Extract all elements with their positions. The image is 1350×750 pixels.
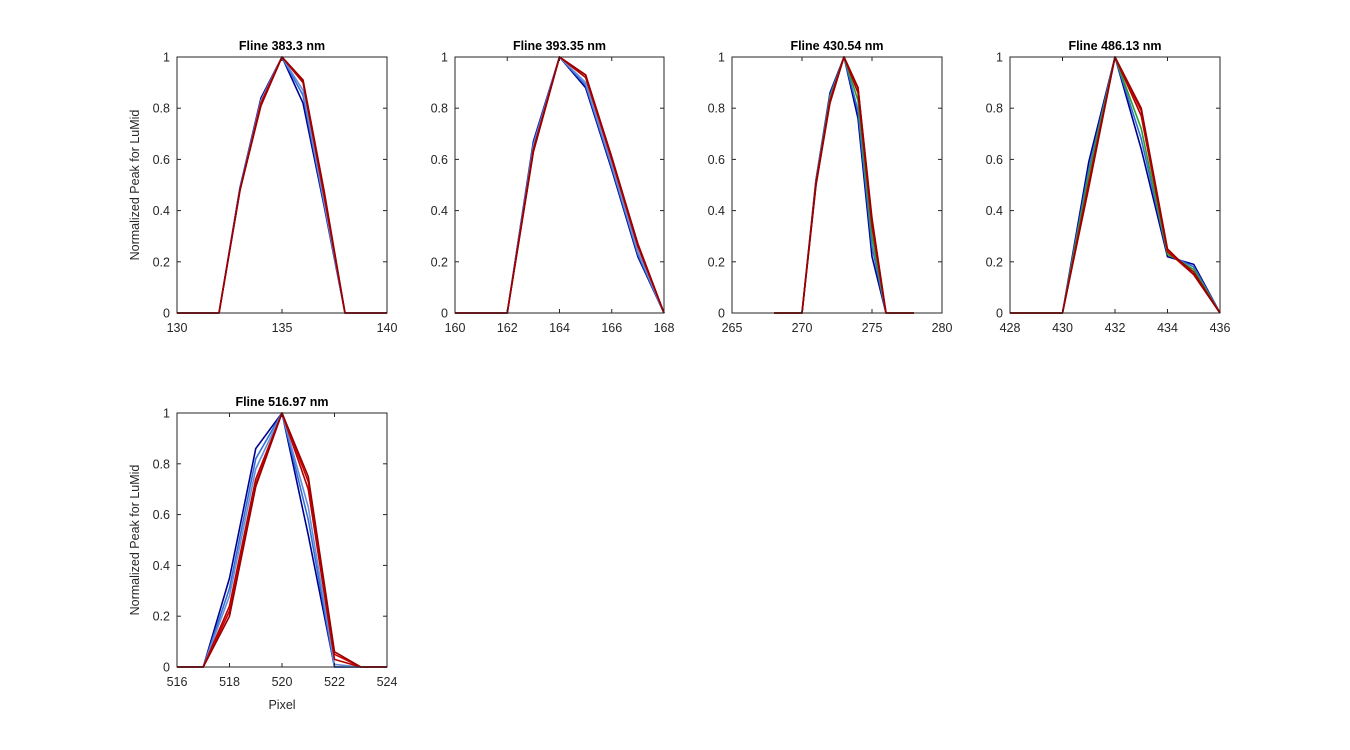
y-tick-label: 0.4	[986, 204, 1003, 218]
x-tick-label: 428	[1000, 321, 1021, 335]
subplot-5: 516 518 520 522 524 0 0.2 0.4 0.6 0.8 1 Fline 516.9…	[128, 395, 397, 712]
x-tick-label: 168	[654, 321, 675, 335]
y-tick-label: 1	[996, 51, 1003, 65]
x-tick-label: 436	[1210, 321, 1231, 335]
x-axis-label: Pixel	[268, 698, 295, 712]
subplot-grid: 130 135 140 0 0.2 0.4 0.6 0.8 1 Fline 383.3 nm Nor…	[128, 39, 1230, 712]
y-tick-label: 0.6	[986, 153, 1003, 167]
x-tick-label: 166	[601, 321, 622, 335]
plot-area	[732, 57, 942, 313]
x-tick-label: 160	[445, 321, 466, 335]
plot-area	[1010, 57, 1220, 313]
x-tick-label: 434	[1157, 321, 1178, 335]
plot-area	[455, 57, 664, 313]
y-axis-label: Normalized Peak for LuMid	[128, 465, 142, 616]
y-tick-label: 1	[718, 51, 725, 65]
subplot-4: 428 430 432 434 436 0 0.2 0.4 0.6 0.8 1 Fline 486.1…	[986, 39, 1231, 335]
plot-area	[177, 57, 387, 313]
x-tick-label: 130	[167, 321, 188, 335]
y-tick-label: 0	[996, 307, 1003, 321]
plot-area	[177, 413, 387, 667]
y-tick-label: 0.8	[431, 102, 448, 116]
y-tick-label: 0.2	[153, 255, 170, 269]
y-tick-label: 0.6	[153, 508, 170, 522]
y-tick-label: 0	[163, 661, 170, 675]
y-tick-label: 0.4	[153, 559, 170, 573]
y-tick-label: 0.8	[986, 102, 1003, 116]
y-tick-label: 0.8	[153, 457, 170, 471]
y-tick-label: 0.6	[708, 153, 725, 167]
x-tick-label: 430	[1052, 321, 1073, 335]
subplot-title: Fline 486.13 nm	[1068, 39, 1161, 53]
x-tick-label: 520	[272, 675, 293, 689]
subplot-title: Fline 430.54 nm	[790, 39, 883, 53]
y-tick-label: 0	[163, 307, 170, 321]
y-tick-label: 0.6	[431, 153, 448, 167]
subplot-2: 160 162 164 166 168 0 0.2 0.4 0.6 0.8 1 Fline 393.3…	[431, 39, 675, 335]
subplot-1: 130 135 140 0 0.2 0.4 0.6 0.8 1 Fline 383.3 nm Nor…	[128, 39, 397, 335]
subplot-title: Fline 383.3 nm	[239, 39, 325, 53]
x-tick-label: 265	[722, 321, 743, 335]
y-tick-label: 0.6	[153, 153, 170, 167]
subplot-3: 265 270 275 280 0 0.2 0.4 0.6 0.8 1 Fline 430.54 n…	[708, 39, 953, 335]
subplot-title: Fline 393.35 nm	[513, 39, 606, 53]
y-tick-label: 0	[718, 307, 725, 321]
y-tick-label: 0.4	[708, 204, 725, 218]
x-tick-label: 140	[377, 321, 398, 335]
y-tick-label: 0.8	[708, 102, 725, 116]
y-tick-label: 0.4	[431, 204, 448, 218]
x-tick-label: 524	[377, 675, 398, 689]
x-tick-label: 522	[324, 675, 345, 689]
y-tick-label: 0.8	[153, 102, 170, 116]
x-tick-label: 162	[497, 321, 518, 335]
axes-box	[731, 56, 943, 314]
x-tick-label: 432	[1105, 321, 1126, 335]
y-tick-label: 0	[441, 307, 448, 321]
x-tick-label: 270	[792, 321, 813, 335]
y-tick-label: 0.2	[986, 255, 1003, 269]
subplot-title: Fline 516.97 nm	[235, 395, 328, 409]
x-tick-label: 135	[272, 321, 293, 335]
y-axis-label: Normalized Peak for LuMid	[128, 110, 142, 261]
y-tick-label: 1	[163, 407, 170, 421]
x-tick-label: 280	[932, 321, 953, 335]
x-tick-label: 275	[862, 321, 883, 335]
y-tick-label: 0.2	[153, 610, 170, 624]
y-tick-label: 1	[441, 51, 448, 65]
y-tick-label: 0.2	[708, 255, 725, 269]
x-tick-label: 516	[167, 675, 188, 689]
y-tick-label: 1	[163, 51, 170, 65]
y-tick-label: 0.4	[153, 204, 170, 218]
y-tick-label: 0.2	[431, 255, 448, 269]
x-tick-label: 518	[219, 675, 240, 689]
x-tick-label: 164	[549, 321, 570, 335]
